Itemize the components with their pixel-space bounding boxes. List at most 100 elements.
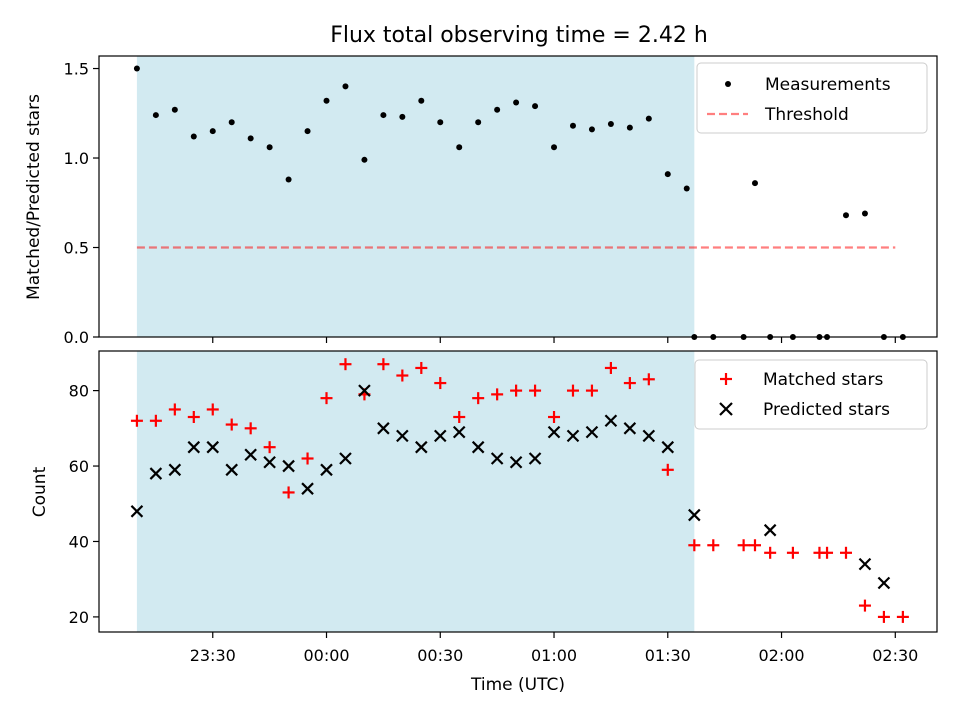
matched-star-point: [187, 411, 200, 424]
matched-star-point: [858, 599, 871, 612]
legend-measurements-marker: [725, 81, 731, 87]
predicted-star-point: [225, 463, 238, 477]
predicted-star-point: [585, 425, 599, 439]
matched-star-point: [877, 610, 890, 623]
bottom-axes-frame: [98, 350, 938, 633]
predicted-star-point: [547, 425, 561, 439]
predicted-star-point: [688, 508, 701, 522]
predicted-star-point: [130, 505, 144, 518]
measurement-point: [861, 210, 868, 217]
matched-star-point: [786, 546, 799, 559]
bottom-panel: 20 40 60 80 23:30 00:00 00:30 01:00 01:30 02:00 0…: [30, 350, 938, 695]
measurement-point: [247, 135, 254, 142]
predicted-star-point: [623, 422, 637, 435]
predicted-star-point: [320, 463, 333, 477]
bottom-shaded-span: [136, 351, 695, 632]
matched-star-point: [244, 422, 257, 435]
predicted-star-point: [528, 452, 542, 465]
measurement-point: [266, 144, 273, 151]
matched-star-point: [737, 539, 750, 552]
measurement-point: [285, 176, 292, 183]
bottom-y-axis-label: Count: [30, 466, 50, 517]
matched-star-point: [896, 610, 909, 623]
matched-star-point: [839, 546, 852, 559]
predicted-star-point: [877, 576, 891, 590]
predicted-star-point: [377, 422, 390, 435]
bottom-xtick-label: 02:30: [872, 646, 918, 665]
measurement-point: [304, 128, 311, 135]
measurement-point: [751, 180, 758, 187]
top-ytick-label: 0.5: [64, 239, 89, 258]
predicted-star-point: [358, 384, 371, 397]
predicted-star-point: [858, 557, 872, 571]
bottom-legend: Matched stars Predicted stars: [694, 359, 928, 430]
measurement-point: [607, 121, 614, 128]
matched-star-point: [377, 358, 390, 371]
matched-star-point: [529, 384, 542, 397]
measurement-point: [437, 119, 444, 126]
top-panel: 0.0 0.5 1.0 1.5 Matched/Predicted stars Mea…: [24, 55, 938, 347]
predicted-star-point: [452, 425, 466, 439]
measurement-point: [228, 119, 235, 126]
measurement-point: [380, 112, 387, 119]
matched-star-point: [282, 486, 295, 499]
matched-star-point: [168, 403, 181, 416]
predicted-star-point: [763, 523, 777, 537]
bottom-xtick-label: 00:00: [303, 646, 349, 665]
legend-threshold-label: Threshold: [764, 105, 849, 125]
measurement-point: [683, 185, 690, 192]
measurement-point: [513, 99, 520, 106]
measurement-point: [494, 106, 501, 113]
predicted-star-point: [282, 459, 295, 473]
legend-predicted-marker: [719, 402, 733, 416]
top-ytick-label: 0.0: [64, 328, 89, 347]
measurement-point: [323, 97, 330, 104]
measurement-point: [551, 144, 558, 151]
matched-star-point: [661, 463, 674, 476]
bottom-xtick-label: 02:00: [758, 646, 804, 665]
measurement-point: [190, 133, 197, 140]
matched-star-point: [510, 384, 523, 397]
predicted-star-point: [187, 440, 201, 454]
matched-star-point: [548, 411, 561, 424]
matched-star-point: [263, 441, 276, 454]
top-y-axis-label: Matched/Predicted stars: [24, 94, 44, 300]
predicted-star-point: [149, 467, 163, 480]
measurement-point: [475, 119, 482, 126]
measurement-point: [645, 115, 652, 122]
measurement-point: [664, 171, 671, 178]
matched-star-point: [339, 358, 352, 371]
bottom-ytick-label: 20: [69, 608, 89, 627]
bottom-ytick-label: 80: [69, 382, 89, 401]
measurement-point: [171, 106, 178, 113]
matched-star-point: [642, 373, 655, 386]
measurement-point: [456, 144, 463, 151]
predicted-star-point: [661, 440, 675, 454]
legend-matched-marker: [720, 373, 732, 385]
matched-star-point: [491, 388, 504, 401]
measurement-point: [209, 128, 216, 135]
bottom-xtick-label: 23:30: [190, 646, 236, 665]
bottom-legend-box: [694, 359, 928, 430]
predicted-star-point: [509, 455, 523, 469]
top-axes-frame: [98, 55, 938, 338]
measurement-point: [152, 112, 159, 119]
predicted-star-point: [604, 414, 618, 428]
measurement-point: [342, 83, 349, 90]
matched-star-point: [415, 361, 428, 374]
predicted-star-point: [566, 429, 580, 443]
predicted-star-point: [490, 452, 504, 465]
matched-star-point: [396, 369, 409, 382]
predicted-star-point: [301, 482, 314, 495]
predicted-star-point: [396, 429, 409, 443]
bottom-ytick-label: 60: [69, 457, 89, 476]
matched-star-point: [604, 361, 617, 374]
measurement-point: [399, 113, 406, 120]
bottom-ytick-label: 40: [69, 532, 89, 551]
matched-star-point: [301, 452, 314, 465]
predicted-star-point: [433, 429, 447, 443]
matched-star-point: [707, 539, 720, 552]
predicted-star-point: [415, 440, 428, 454]
matched-star-point: [821, 546, 834, 559]
